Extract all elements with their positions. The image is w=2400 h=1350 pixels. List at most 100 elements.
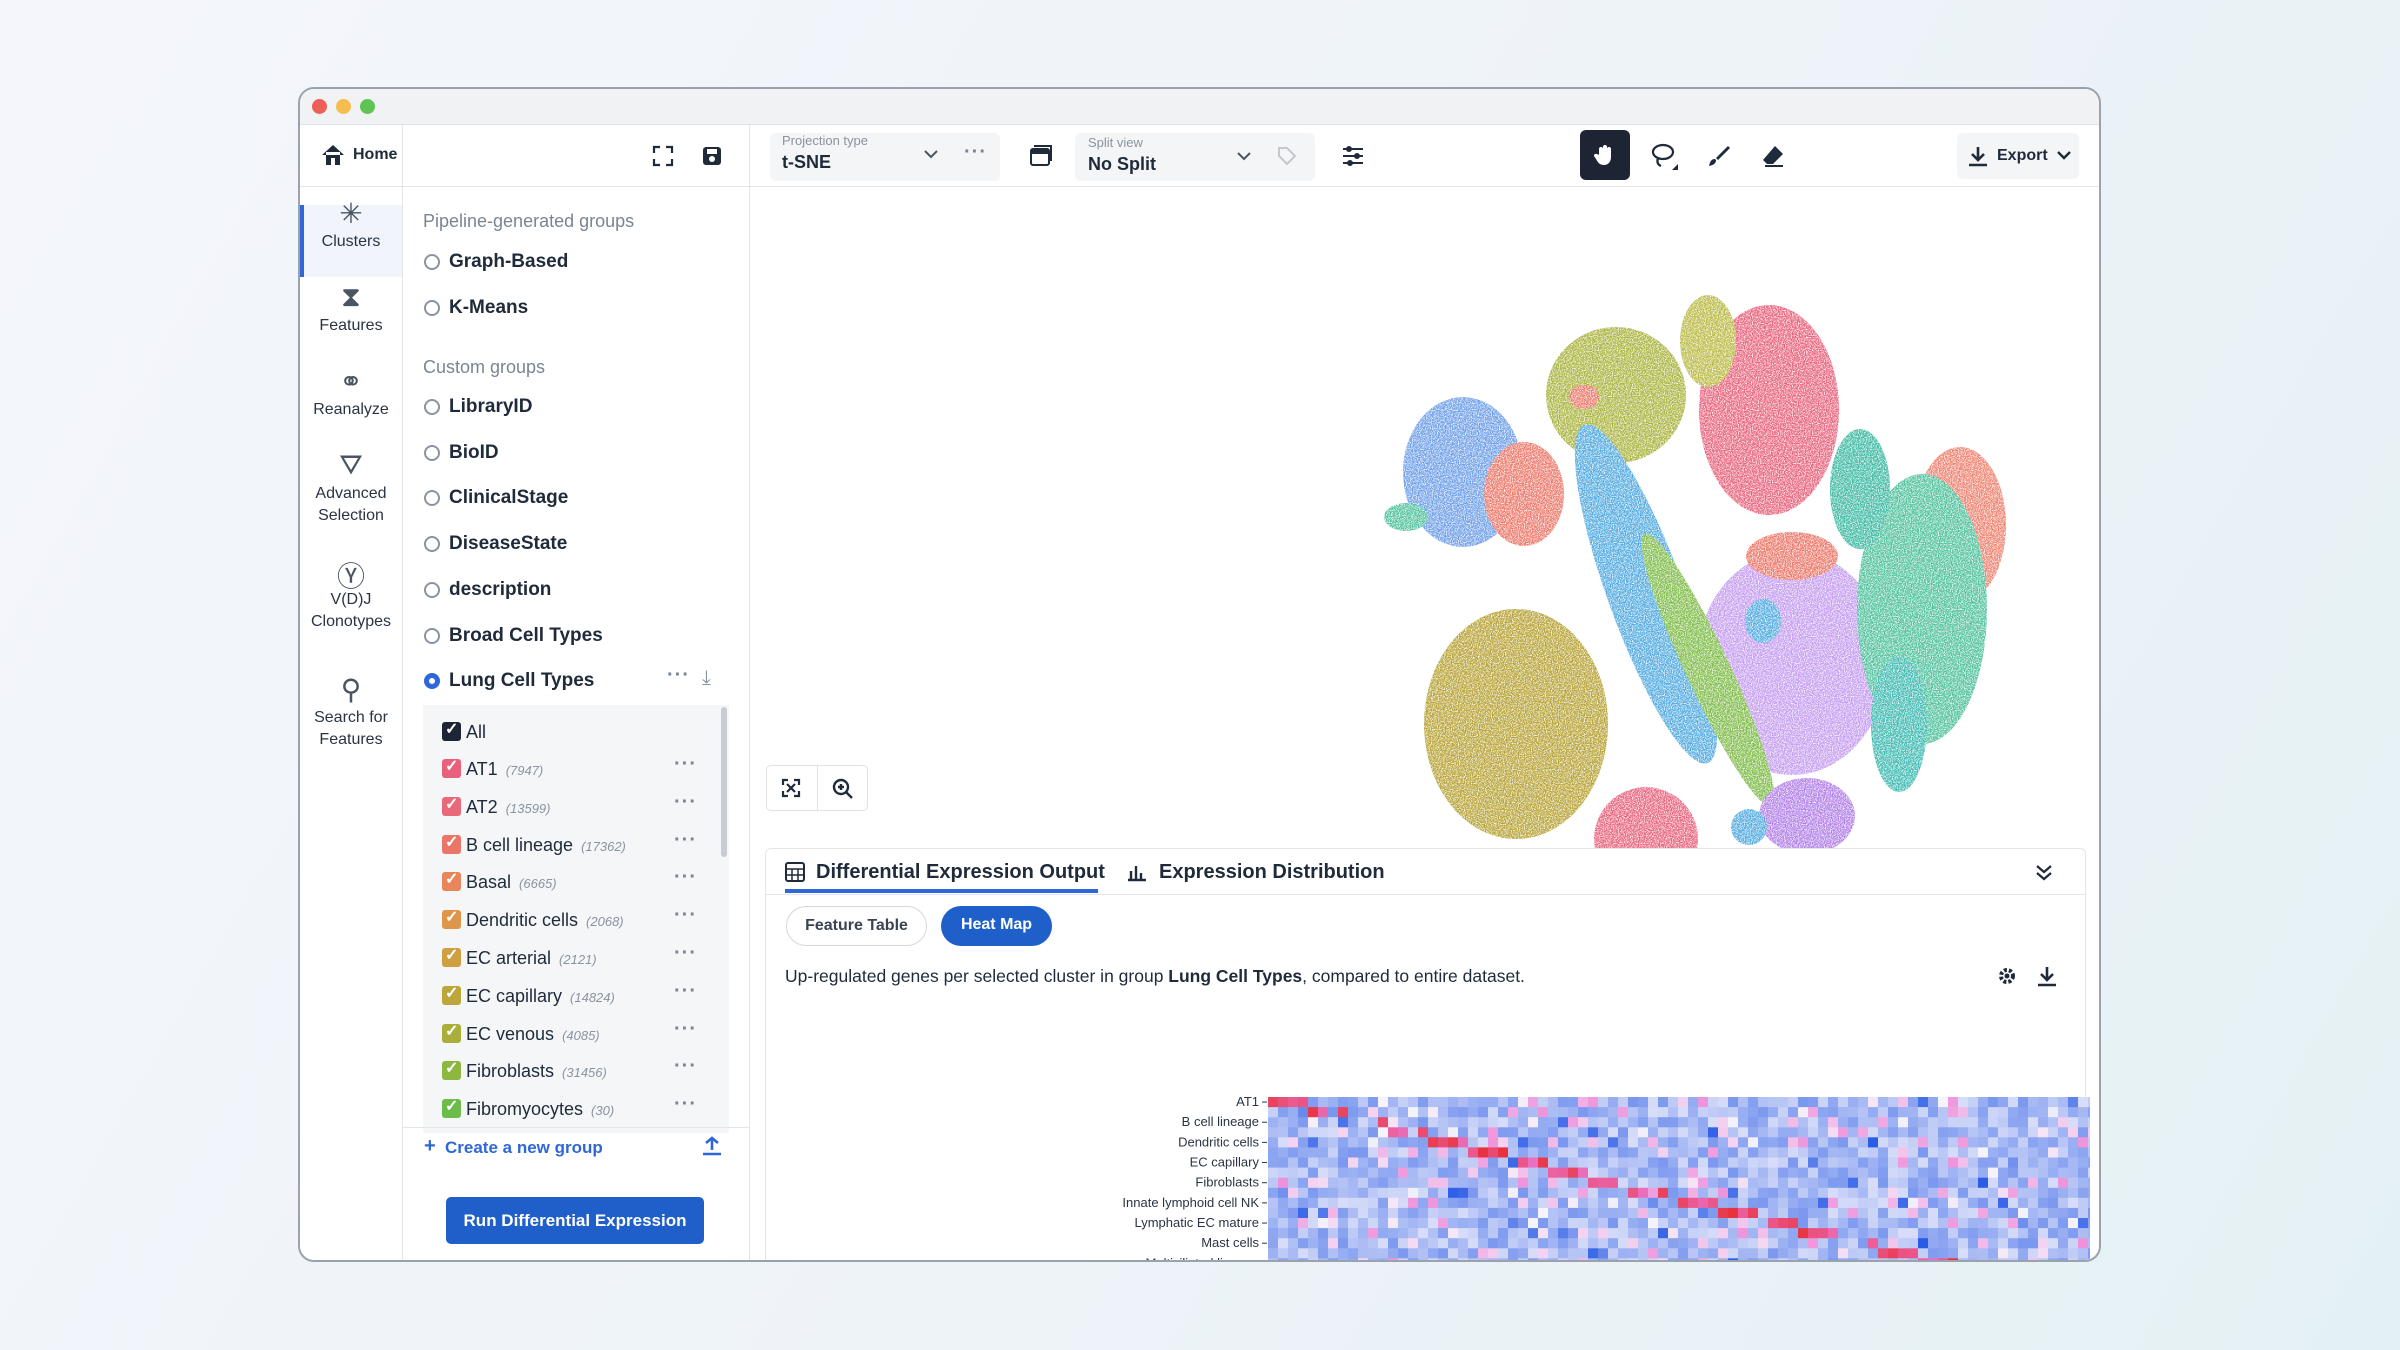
checkbox[interactable]	[442, 796, 461, 816]
lasso-tool[interactable]	[1650, 142, 1680, 172]
more-icon[interactable]: ···	[674, 753, 697, 775]
more-icon[interactable]: ···	[674, 790, 697, 813]
more-icon[interactable]: ···	[667, 664, 690, 687]
item-label[interactable]: EC arterial (2121)	[466, 948, 597, 969]
group-option[interactable]: LibraryID	[449, 396, 533, 417]
checkbox[interactable]	[442, 1099, 461, 1119]
rail-label[interactable]: Features	[319, 317, 383, 334]
rail-label[interactable]: Search for Features	[314, 709, 388, 748]
brush-tool[interactable]	[1706, 144, 1730, 168]
group-option[interactable]: Lung Cell Types	[449, 670, 595, 692]
item-label[interactable]: Fibromyocytes (30)	[466, 1099, 614, 1120]
item-label[interactable]: Dendritic cells (2068)	[466, 910, 624, 931]
layout-icon[interactable]	[1029, 144, 1053, 168]
save-icon[interactable]	[701, 145, 723, 167]
item-label[interactable]: B cell lineage (17362)	[466, 835, 626, 856]
download-icon[interactable]	[2036, 965, 2058, 987]
rail-icon[interactable]: ⚭	[339, 366, 363, 397]
radio[interactable]	[424, 399, 440, 415]
item-label[interactable]: EC venous (4085)	[466, 1024, 600, 1045]
heatmap-cell	[1618, 1238, 1629, 1249]
radio[interactable]	[424, 536, 440, 553]
group-option[interactable]: BioID	[449, 441, 499, 463]
checkbox[interactable]	[442, 948, 461, 967]
item-label[interactable]: Basal (6665)	[466, 872, 557, 893]
upload-icon[interactable]	[702, 1136, 722, 1156]
checkbox[interactable]	[442, 985, 461, 1005]
view-button[interactable]: Feature Table	[786, 906, 927, 946]
projection-select[interactable]	[770, 133, 1000, 181]
heatmap-cell	[1708, 1218, 1719, 1229]
fit-icon[interactable]	[781, 778, 801, 798]
divider	[766, 894, 2085, 895]
radio[interactable]	[424, 581, 440, 598]
more-icon[interactable]: ···	[674, 904, 697, 927]
more-icon[interactable]: ···	[674, 1017, 697, 1040]
rail-label[interactable]: Clusters	[321, 233, 381, 250]
item-label[interactable]: EC capillary (14824)	[466, 986, 615, 1007]
zoom-in-icon[interactable]	[832, 778, 854, 800]
home-icon[interactable]	[320, 143, 346, 167]
item-label[interactable]: All	[466, 722, 487, 742]
radio[interactable]	[424, 490, 440, 507]
rail-icon[interactable]: ⧗	[341, 281, 361, 312]
more-icon[interactable]: ···	[674, 1055, 697, 1078]
checkbox[interactable]	[442, 872, 461, 892]
create-group-link[interactable]: Create a new group	[445, 1138, 603, 1157]
heatmap-cell	[1848, 1157, 1859, 1168]
more-icon[interactable]: ···	[674, 866, 697, 889]
collapse-icon[interactable]	[2035, 863, 2053, 881]
tag-icon[interactable]	[1277, 146, 1297, 166]
download-icon[interactable]: ⤓	[702, 667, 711, 690]
checkbox[interactable]	[442, 1061, 461, 1081]
more-icon[interactable]: ···	[674, 1093, 697, 1116]
heatmap-cell	[1358, 1248, 1369, 1259]
run-button[interactable]: Run Differential Expression	[446, 1197, 704, 1244]
rail-icon[interactable]: ✳	[339, 198, 363, 229]
checkbox[interactable]	[442, 1023, 461, 1043]
rail-label[interactable]: V(D)J Clonotypes	[310, 591, 392, 630]
tab[interactable]: Differential Expression Output	[816, 861, 1105, 883]
fullscreen-icon[interactable]	[652, 145, 674, 167]
item-label[interactable]: Fibroblasts (31456)	[466, 1061, 607, 1082]
more-icon[interactable]: ···	[964, 141, 987, 163]
checkbox[interactable]	[442, 834, 461, 854]
group-option[interactable]: description	[449, 578, 552, 600]
radio[interactable]	[424, 673, 440, 690]
rail-label[interactable]: Reanalyze	[313, 401, 389, 418]
rail-label[interactable]: Advanced Selection	[315, 485, 387, 524]
group-option[interactable]: DiseaseState	[449, 533, 568, 555]
item-label[interactable]: AT2 (13599)	[466, 797, 551, 818]
view-button[interactable]: Heat Map	[941, 906, 1052, 946]
maximize-button[interactable]	[360, 99, 375, 114]
heatmap-cell	[1748, 1187, 1759, 1199]
scrollbar[interactable]	[721, 707, 727, 857]
heatmap-cell	[1888, 1147, 1899, 1158]
radio[interactable]	[424, 444, 440, 461]
radio[interactable]	[424, 627, 440, 644]
close-button[interactable]	[312, 99, 327, 114]
tab[interactable]: Expression Distribution	[1159, 861, 1385, 883]
radio[interactable]	[424, 254, 440, 270]
rail-icon[interactable]: ⛛	[339, 449, 363, 480]
checkbox[interactable]	[442, 759, 461, 778]
rail-icon[interactable]: Ⓨ	[336, 561, 365, 592]
more-icon[interactable]: ···	[674, 942, 697, 964]
more-icon[interactable]: ···	[674, 828, 697, 851]
gear-icon[interactable]	[1996, 965, 2018, 987]
minimize-button[interactable]	[336, 99, 351, 114]
checkbox[interactable]	[442, 722, 461, 741]
settings-sliders-icon[interactable]	[1342, 145, 1364, 167]
split-select[interactable]	[1075, 133, 1315, 181]
group-option[interactable]: K-Means	[449, 297, 529, 318]
radio[interactable]	[424, 300, 440, 316]
group-option[interactable]: Graph-Based	[449, 251, 569, 272]
home-link[interactable]: Home	[353, 146, 398, 163]
eraser-tool[interactable]	[1761, 144, 1785, 168]
checkbox[interactable]	[442, 910, 461, 930]
group-option[interactable]: ClinicalStage	[449, 487, 569, 509]
group-option[interactable]: Broad Cell Types	[449, 624, 603, 646]
rail-icon[interactable]: ⚲	[340, 674, 362, 705]
more-icon[interactable]: ···	[674, 979, 697, 1002]
item-label[interactable]: AT1 (7947)	[466, 759, 543, 780]
